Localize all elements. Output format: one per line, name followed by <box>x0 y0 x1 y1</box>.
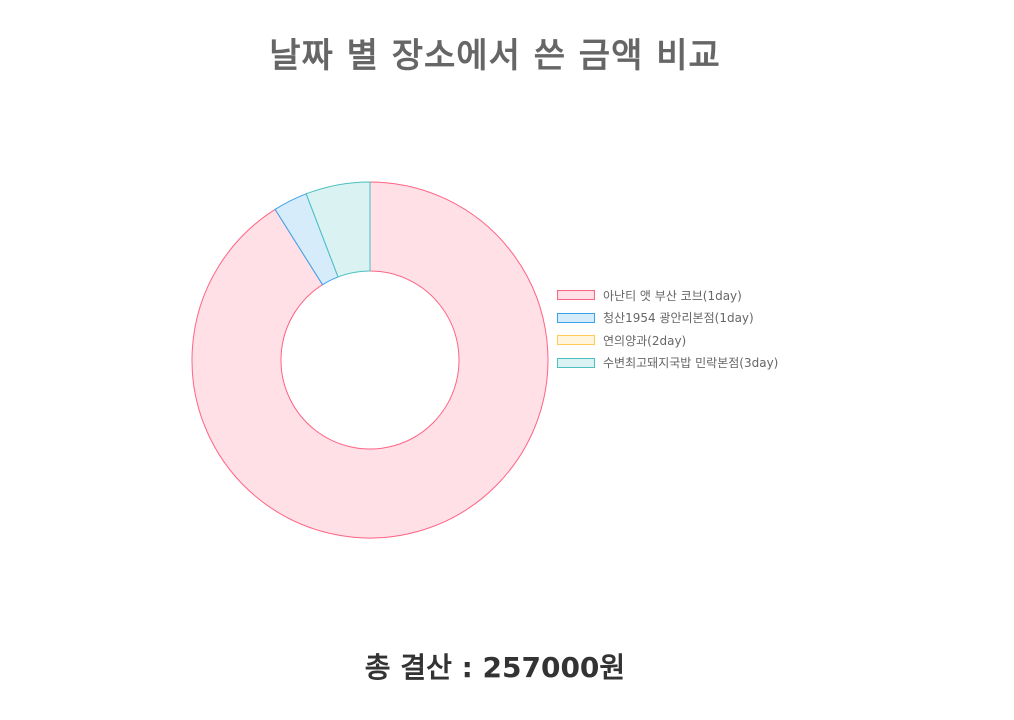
donut-slice[interactable] <box>305 181 371 278</box>
legend-label: 연의양과(2day) <box>603 333 687 348</box>
legend-item[interactable]: 청산1954 광안리본점(1day) <box>557 307 778 330</box>
legend-swatch <box>557 290 595 301</box>
legend-label: 수변최고돼지국밥 민락본점(3day) <box>603 356 779 371</box>
donut-slice[interactable] <box>191 181 549 539</box>
legend-swatch <box>557 357 595 368</box>
legend-swatch <box>557 335 595 346</box>
total-summary: 총 결산 : 257000원 <box>364 651 626 684</box>
legend-swatch <box>557 312 595 323</box>
legend-item[interactable]: 아난티 앳 부산 코브(1day) <box>557 284 778 307</box>
chart-title: 날짜 별 장소에서 쓴 금액 비교 <box>269 36 721 76</box>
chart-legend: 아난티 앳 부산 코브(1day) 청산1954 광안리본점(1day) 연의양과(… <box>557 284 778 374</box>
legend-item[interactable]: 연의양과(2day) <box>557 329 778 352</box>
donut-chart <box>191 181 549 539</box>
legend-item[interactable]: 수변최고돼지국밥 민락본점(3day) <box>557 352 778 375</box>
legend-label: 아난티 앳 부산 코브(1day) <box>603 288 742 303</box>
legend-label: 청산1954 광안리본점(1day) <box>603 311 754 326</box>
